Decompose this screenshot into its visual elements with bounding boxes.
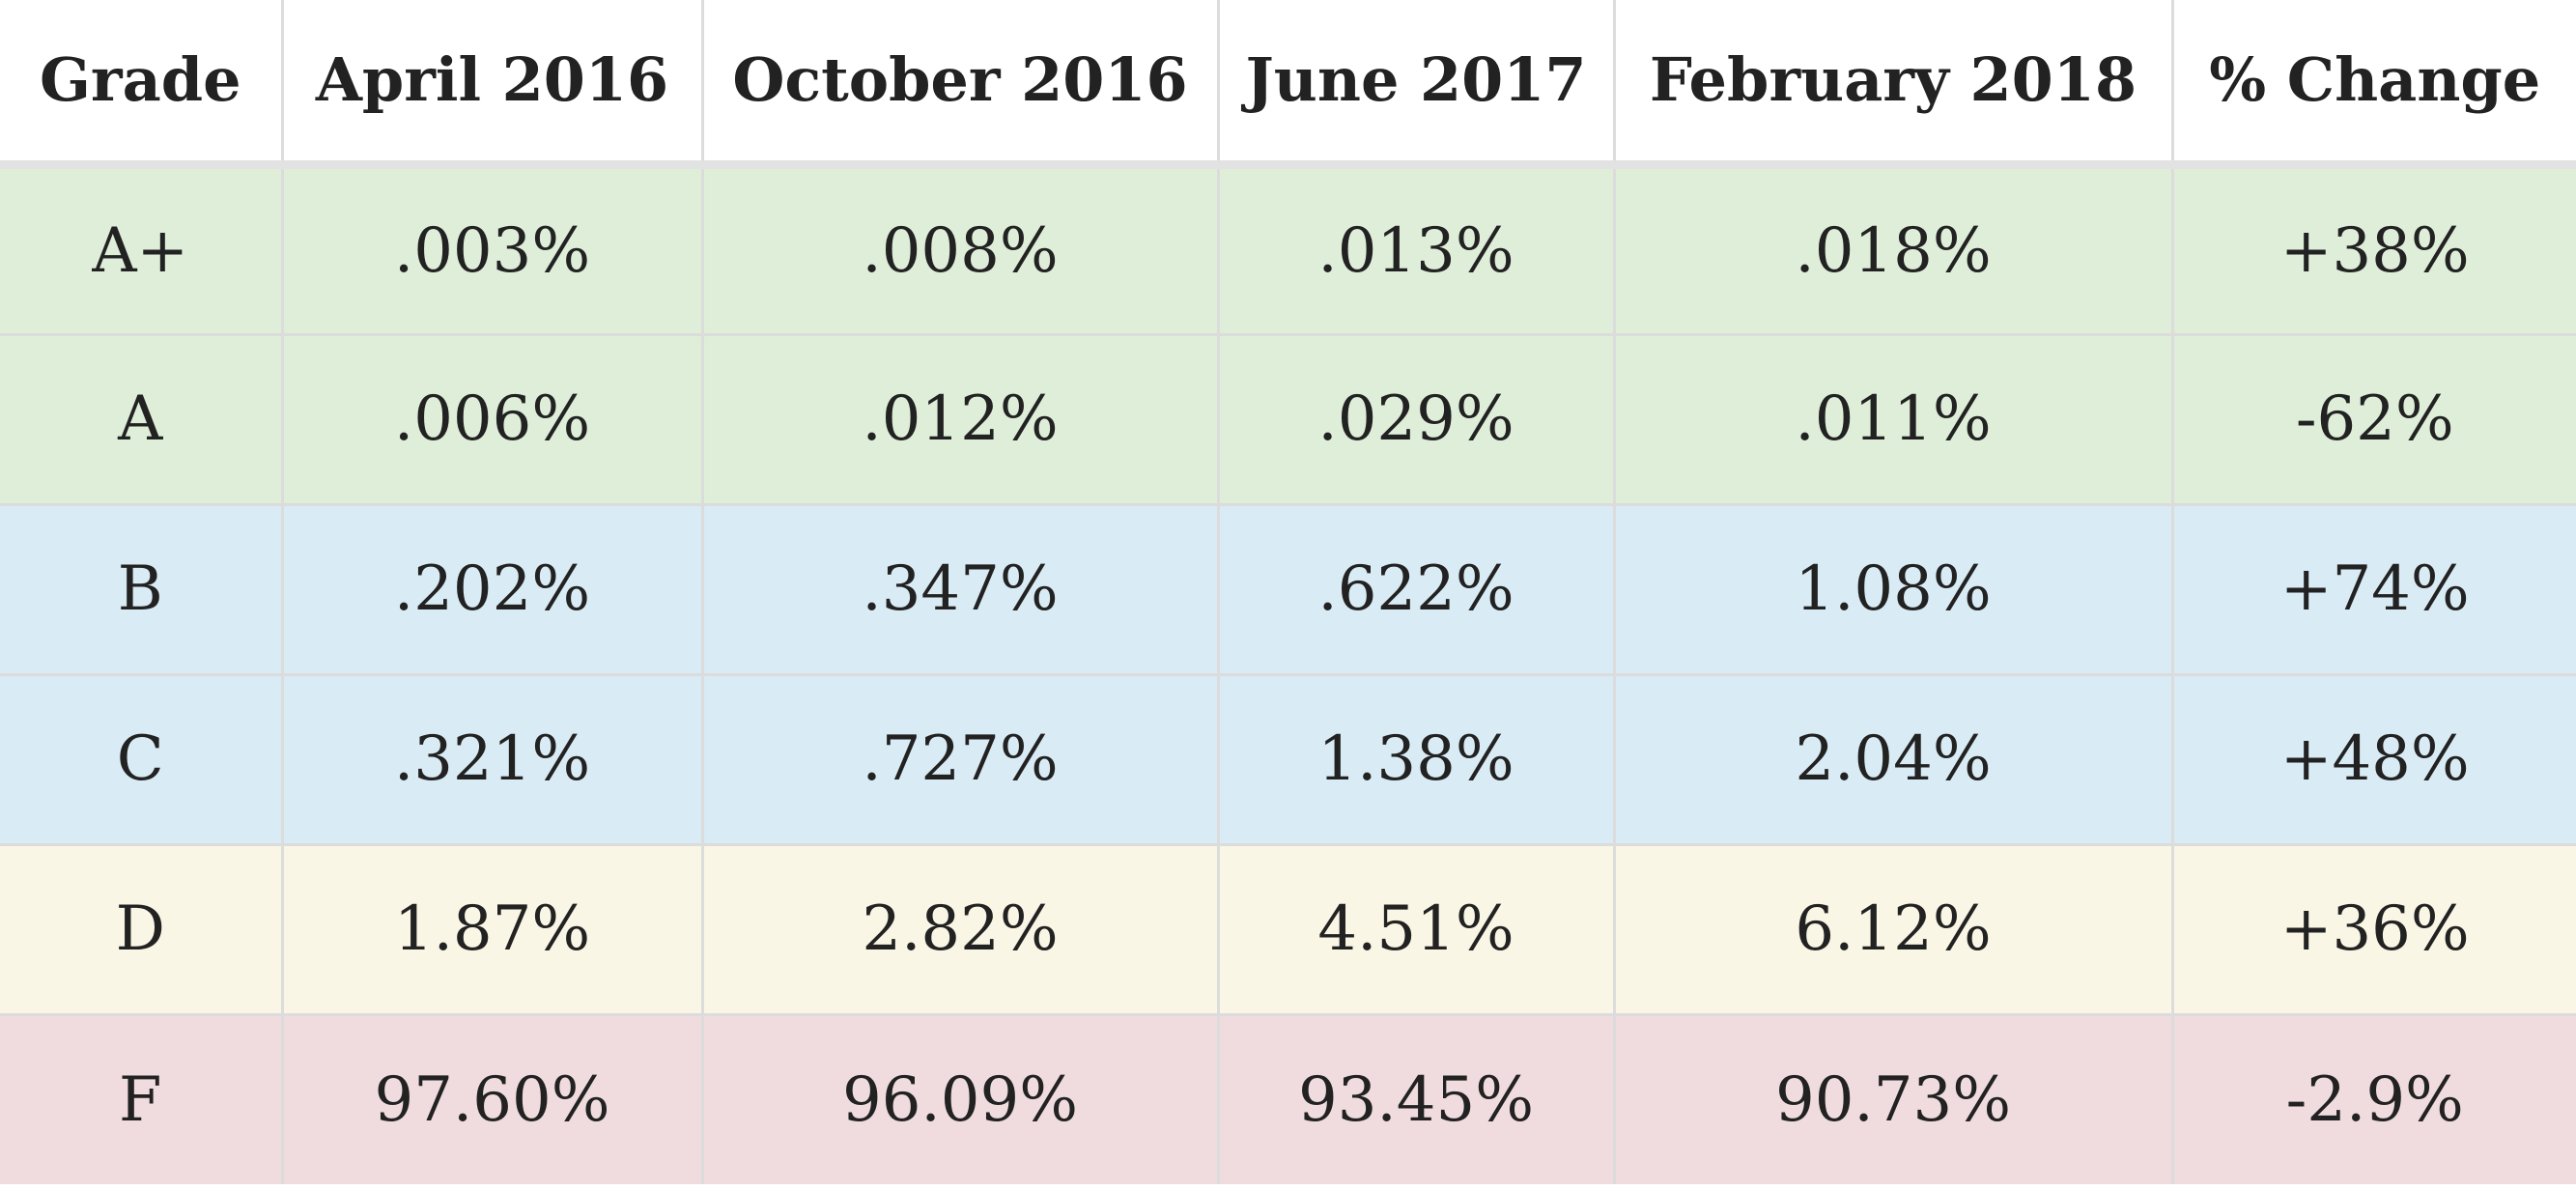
header-april-2016: April 2016 (280, 0, 702, 169)
header-row: Grade April 2016 October 2016 June 2017 … (0, 0, 2576, 169)
table-row: C .321% .727% 1.38% 2.04% +48% (0, 672, 2576, 844)
value-cell: 2.82% (700, 842, 1218, 1014)
value-cell: .012% (700, 332, 1218, 504)
table-row: B .202% .347% .622% 1.08% +74% (0, 502, 2576, 674)
table-row: A .006% .012% .029% .011% -62% (0, 332, 2576, 504)
grade-cell: D (0, 842, 282, 1014)
value-cell: 90.73% (1612, 1012, 2172, 1184)
grade-cell: A+ (0, 162, 282, 334)
value-cell: 97.60% (280, 1012, 702, 1184)
header-february-2018: February 2018 (1612, 0, 2172, 169)
value-cell: 1.08% (1612, 502, 2172, 674)
grade-cell: F (0, 1012, 282, 1184)
header-june-2017: June 2017 (1216, 0, 1614, 169)
value-cell: 96.09% (700, 1012, 1218, 1184)
grade-cell: A (0, 332, 282, 504)
change-cell: +48% (2170, 672, 2576, 844)
value-cell: 1.38% (1216, 672, 1614, 844)
header-grade: Grade (0, 0, 282, 169)
value-cell: .008% (700, 162, 1218, 334)
value-cell: .622% (1216, 502, 1614, 674)
header-october-2016: October 2016 (700, 0, 1218, 169)
change-cell: +74% (2170, 502, 2576, 674)
table-header: Grade April 2016 October 2016 June 2017 … (0, 0, 2576, 169)
value-cell: .013% (1216, 162, 1614, 334)
value-cell: 93.45% (1216, 1012, 1614, 1184)
value-cell: .727% (700, 672, 1218, 844)
grade-cell: B (0, 502, 282, 674)
value-cell: .347% (700, 502, 1218, 674)
value-cell: .006% (280, 332, 702, 504)
change-cell: -2.9% (2170, 1012, 2576, 1184)
value-cell: .011% (1612, 332, 2172, 504)
value-cell: .321% (280, 672, 702, 844)
value-cell: .202% (280, 502, 702, 674)
value-cell: 6.12% (1612, 842, 2172, 1014)
table-body: A+ .003% .008% .013% .018% +38% A .006% … (0, 162, 2576, 1184)
table-row: D 1.87% 2.82% 4.51% 6.12% +36% (0, 842, 2576, 1014)
table-row: F 97.60% 96.09% 93.45% 90.73% -2.9% (0, 1012, 2576, 1184)
table-row: A+ .003% .008% .013% .018% +38% (0, 162, 2576, 334)
change-cell: -62% (2170, 332, 2576, 504)
change-cell: +38% (2170, 162, 2576, 334)
value-cell: .029% (1216, 332, 1614, 504)
value-cell: .018% (1612, 162, 2172, 334)
value-cell: 1.87% (280, 842, 702, 1014)
value-cell: 4.51% (1216, 842, 1614, 1014)
change-cell: +36% (2170, 842, 2576, 1014)
value-cell: .003% (280, 162, 702, 334)
header-percent-change: % Change (2170, 0, 2576, 169)
value-cell: 2.04% (1612, 672, 2172, 844)
grade-cell: C (0, 672, 282, 844)
